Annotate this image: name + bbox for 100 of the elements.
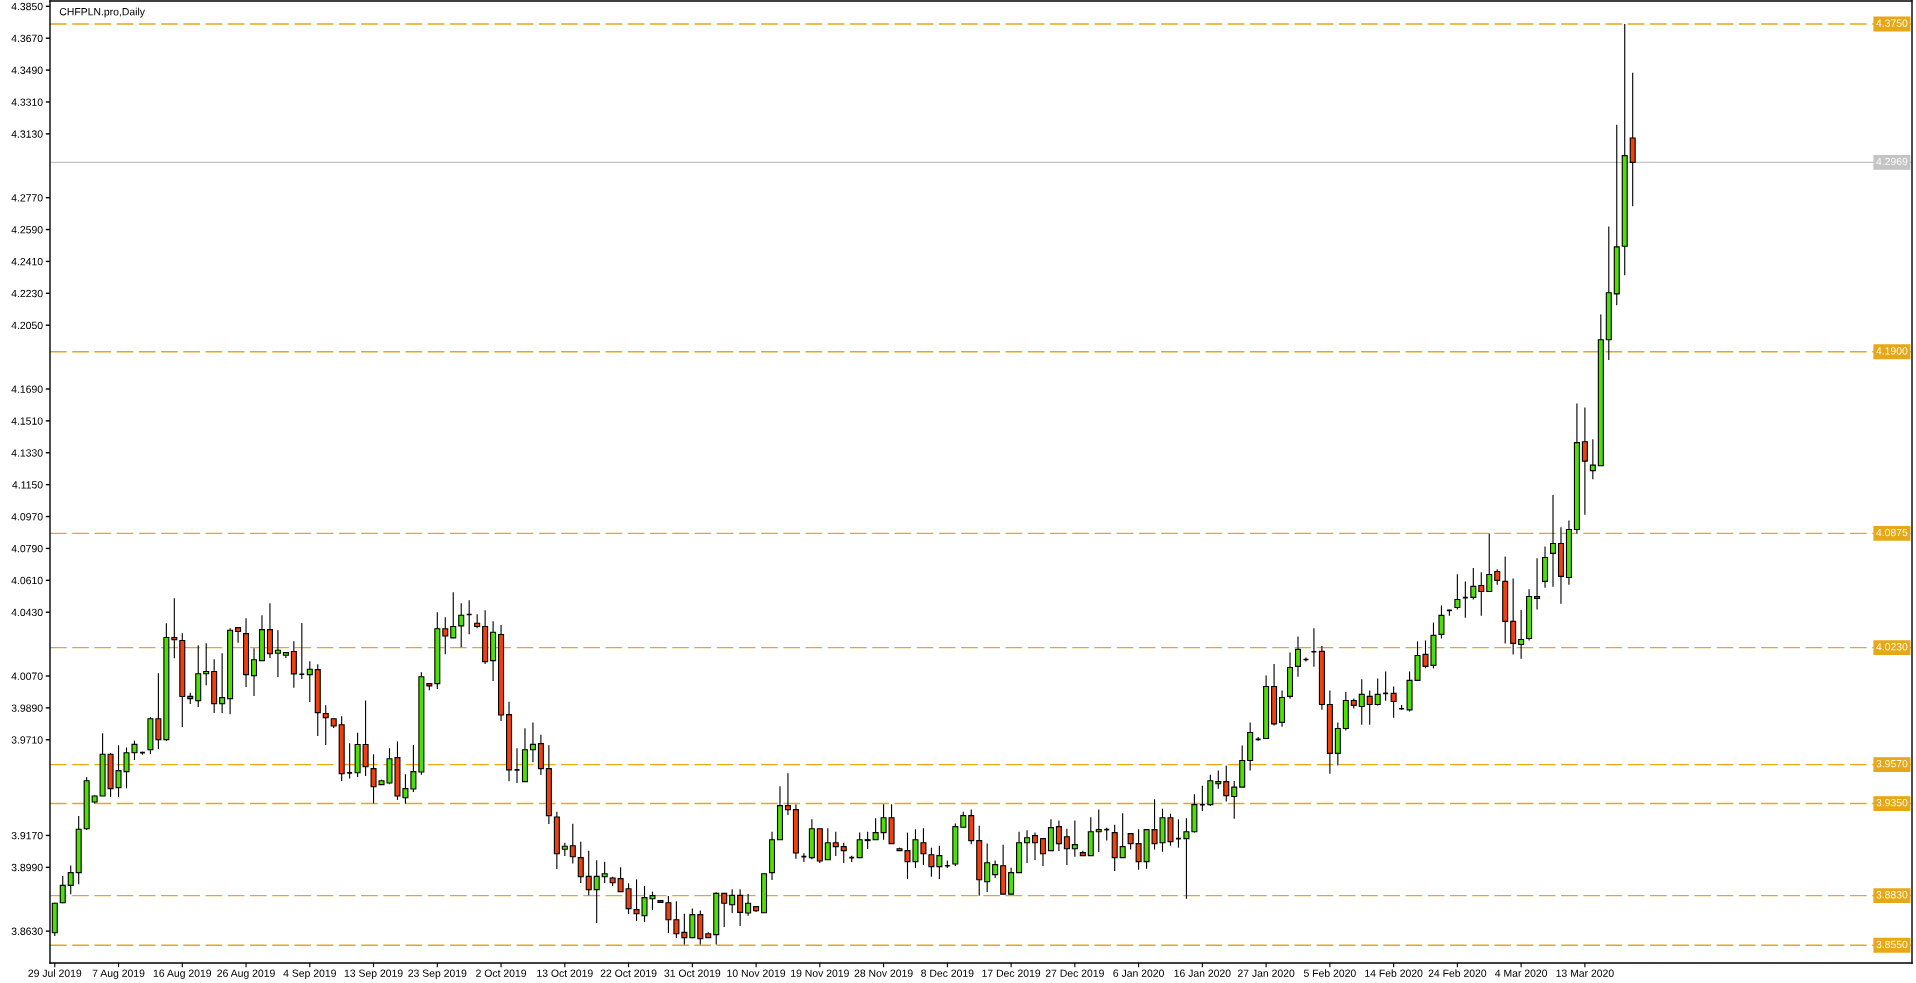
y-tick-label: 4.2050 [11, 321, 43, 330]
candlestick [721, 892, 728, 928]
candlestick [1047, 818, 1054, 852]
candlestick [1039, 838, 1046, 867]
candlestick [458, 602, 465, 648]
candlestick [577, 841, 584, 884]
candlestick [737, 888, 744, 927]
candlestick [1215, 770, 1222, 790]
candlestick [1223, 765, 1230, 803]
y-tick-label: 4.3670 [11, 34, 43, 43]
candlestick [856, 832, 863, 859]
y-tick-label: 4.0430 [11, 608, 43, 617]
x-tick-label: 17 Dec 2019 [982, 969, 1041, 977]
candlestick [235, 627, 242, 644]
candlestick [1374, 677, 1381, 706]
candlestick [1534, 557, 1541, 610]
x-tick-label: 24 Feb 2020 [1428, 969, 1487, 977]
candlestick [529, 722, 536, 763]
y-tick-label: 4.0610 [11, 576, 43, 585]
x-tick-label: 13 Sep 2019 [344, 969, 403, 979]
y-tick-label: 3.8990 [11, 863, 43, 872]
candlestick [1390, 685, 1397, 719]
candlestick [585, 850, 592, 896]
candlestick [290, 640, 297, 689]
ref-line-label: 3.9570 [1876, 760, 1908, 768]
x-tick-label: 2 Oct 2019 [476, 969, 527, 977]
x-tick-label: 27 Dec 2019 [1045, 969, 1104, 977]
x-tick-label: 26 Aug 2019 [217, 969, 275, 979]
ref-line-label: 4.0230 [1876, 643, 1908, 651]
x-tick-label: 22 Oct 2019 [600, 969, 657, 977]
y-tick-label: 4.0790 [11, 544, 43, 553]
x-tick-label: 10 Nov 2019 [727, 969, 786, 977]
x-tick-label: 4 Sep 2019 [283, 969, 336, 979]
candlestick [1119, 812, 1126, 859]
candlestick [1438, 604, 1445, 639]
candlestick [322, 704, 329, 746]
candlestick [1207, 774, 1214, 807]
candlestick [59, 875, 66, 904]
y-tick-label: 4.1330 [11, 449, 43, 457]
candlestick [1549, 494, 1557, 588]
x-tick-label: 5 Feb 2020 [1303, 969, 1356, 977]
x-tick-label: 4 Mar 2020 [1495, 969, 1548, 977]
candlestick [1581, 406, 1588, 516]
candlestick [1518, 609, 1525, 660]
candlestick [1024, 829, 1031, 864]
y-tick-label: 4.0970 [11, 513, 43, 521]
candlestick [306, 660, 313, 703]
text: CHFPLN.pro,Daily [59, 7, 145, 18]
ref-line-label: 4.1900 [1876, 347, 1908, 355]
candlestick [1510, 577, 1517, 655]
candlestick [1366, 689, 1373, 726]
candlestick [593, 859, 600, 924]
y-tick-label: 4.2770 [11, 194, 43, 202]
candlestick [824, 827, 831, 861]
candlestick [1231, 780, 1238, 820]
x-tick-label: 19 Nov 2019 [791, 969, 849, 977]
candlestick [1358, 678, 1365, 726]
y-tick-label: 4.3490 [11, 66, 43, 74]
candlestick [250, 647, 258, 697]
candlestick [1486, 532, 1493, 593]
x-tick-label: 29 Jul 2019 [28, 969, 82, 977]
y-tick-label: 4.1690 [11, 385, 43, 393]
candlestick [1008, 867, 1015, 896]
y-tick-label: 4.2410 [11, 257, 43, 266]
x-tick-label: 14 Feb 2020 [1365, 969, 1423, 977]
x-tick-label: 7 Aug 2019 [92, 969, 145, 979]
x-tick-label: 27 Jan 2020 [1237, 969, 1295, 977]
x-tick-label: 6 Jan 2020 [1113, 969, 1164, 977]
y-tick-label: 3.8630 [11, 927, 43, 935]
candlestick [729, 888, 736, 914]
x-tick-label: 13 Mar 2020 [1556, 969, 1614, 977]
candlestick [442, 616, 449, 655]
x-tick-label: 31 Oct 2019 [664, 969, 721, 977]
candlestick [601, 861, 608, 884]
y-tick-label: 4.0070 [11, 672, 43, 680]
y-tick-label: 3.9710 [11, 736, 43, 744]
candlestick [1071, 819, 1078, 858]
candlestick [832, 831, 839, 857]
x-tick-label: 23 Sep 2019 [408, 969, 467, 979]
candlestick [1095, 808, 1102, 853]
y-tick-label: 4.2590 [11, 226, 43, 234]
ref-line-label: 3.8830 [1876, 891, 1908, 899]
candlestick [1063, 828, 1070, 866]
candlestick [1055, 819, 1062, 852]
x-tick-label: 16 Aug 2019 [153, 969, 212, 979]
x-tick-label: 8 Dec 2019 [921, 969, 974, 977]
candlestick [840, 842, 847, 864]
ref-line-label: 3.8550 [1876, 940, 1908, 949]
y-tick-label: 4.1150 [12, 481, 43, 489]
y-tick-label: 3.9890 [11, 704, 43, 712]
candlestick [984, 843, 991, 893]
y-tick-label: 4.2230 [11, 289, 43, 298]
candlestick [689, 907, 696, 939]
y-tick-label: 4.3130 [11, 130, 43, 138]
ref-line-label: 3.9350 [1876, 798, 1908, 807]
y-tick-label: 4.1510 [11, 417, 43, 425]
candlestick [784, 772, 791, 816]
candlestick [274, 629, 281, 678]
candlestick [1478, 571, 1485, 617]
ref-line-label: 4.3750 [1876, 19, 1908, 27]
